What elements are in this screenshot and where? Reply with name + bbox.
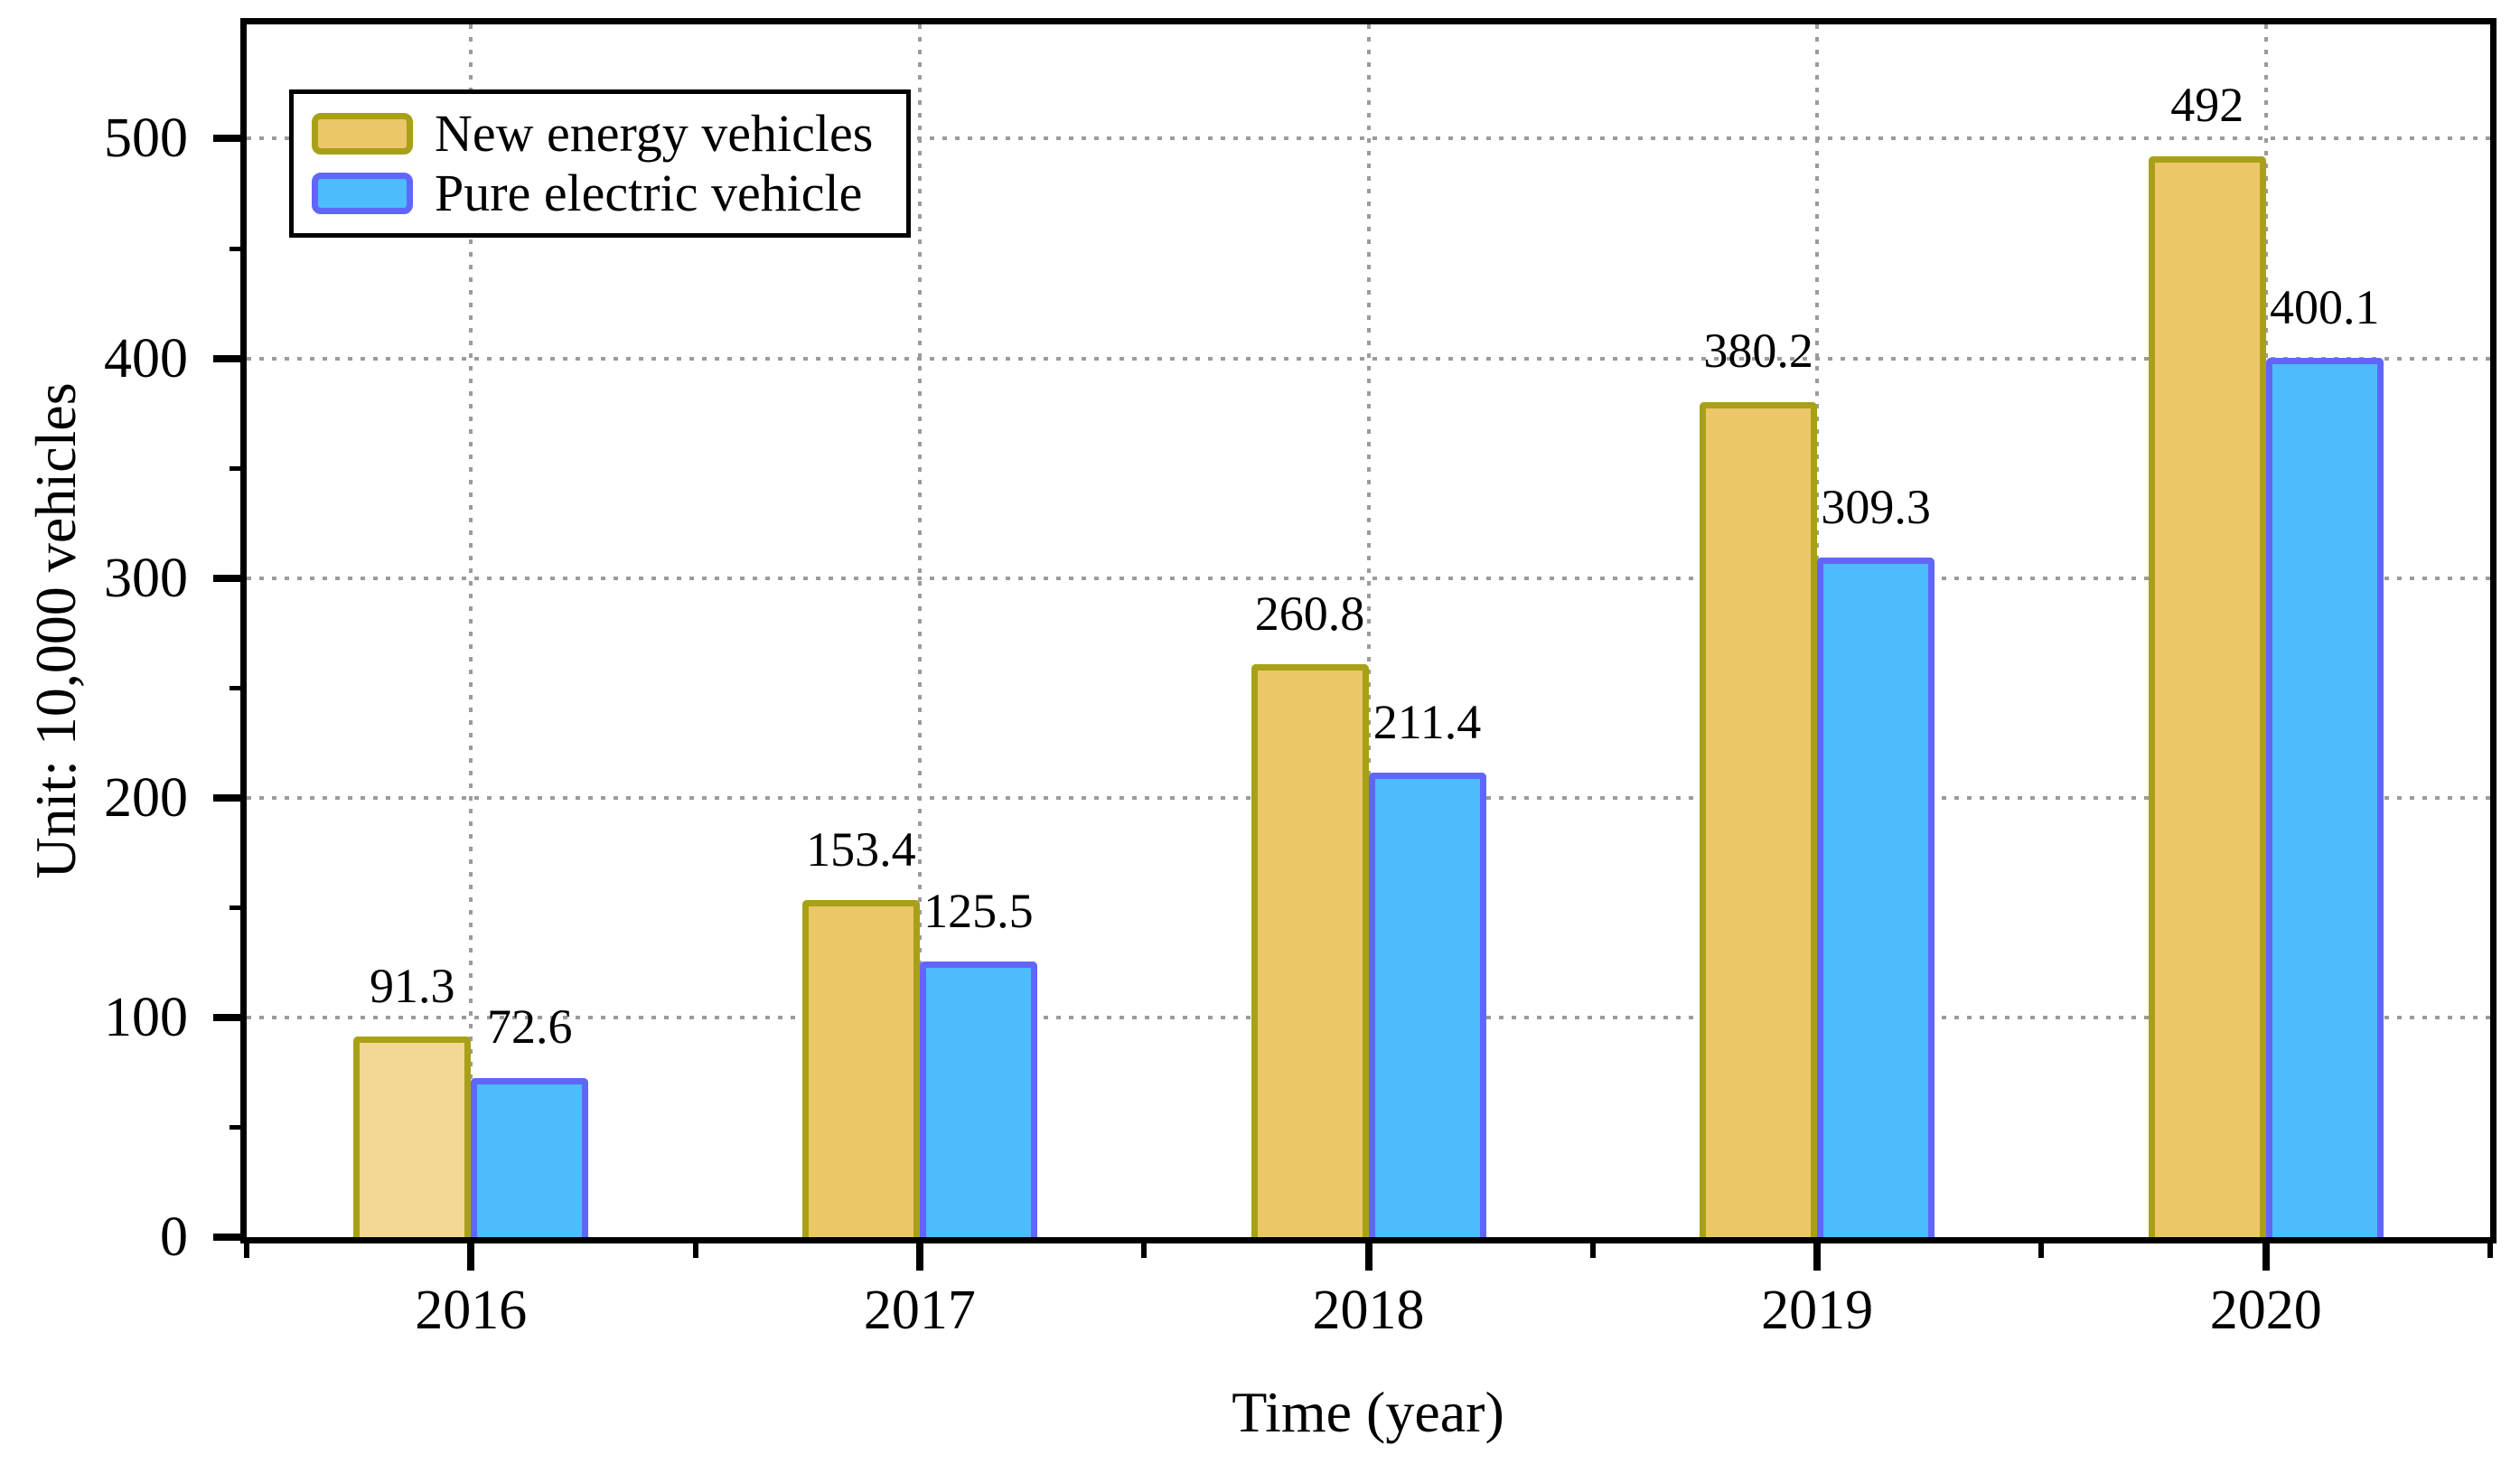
gridline-vertical (469, 24, 473, 1237)
x-axis-minor-tick (244, 1237, 249, 1258)
plot-area: 0 100 200 300 400 500 2016 2017 2018 2019 2020 91.3… (104, 18, 2497, 1338)
bar-new-energy-vehicles (1700, 401, 1818, 1237)
y-axis-tick (213, 354, 247, 362)
bar-new-energy-vehicles (353, 1037, 472, 1237)
legend-label: Pure electric vehicle (435, 164, 863, 223)
x-axis-minor-tick (2038, 1237, 2045, 1258)
x-axis-tick (1364, 1237, 1372, 1271)
bar-new-energy-vehicles (801, 900, 920, 1237)
bar-new-energy-vehicles (2148, 155, 2266, 1237)
y-axis-minor-tick (230, 466, 247, 472)
y-axis-minor-tick (230, 905, 247, 911)
bar-value-label: 153.4 (806, 821, 916, 877)
x-axis-minor-tick (2487, 1237, 2493, 1258)
x-axis-tick (2262, 1237, 2270, 1271)
legend-row: New energy vehicles (312, 103, 888, 163)
y-axis-tick-label: 300 (104, 547, 188, 609)
x-axis-tick (915, 1237, 923, 1271)
y-axis-tick (213, 1234, 247, 1241)
bar-value-label: 91.3 (370, 958, 455, 1013)
bar-value-label: 260.8 (1254, 586, 1365, 641)
x-axis-tick-label: 2017 (863, 1280, 976, 1341)
x-axis-tick-label: 2018 (1312, 1280, 1425, 1341)
x-axis-minor-tick (1589, 1237, 1596, 1258)
bar-value-label: 72.6 (487, 999, 573, 1055)
x-axis-tick (467, 1237, 475, 1271)
bar-pure-electric-vehicle (1368, 773, 1486, 1237)
y-axis-tick (213, 574, 247, 582)
y-axis-tick (213, 793, 247, 802)
y-axis-minor-tick (230, 686, 247, 691)
bar-new-energy-vehicles (1251, 663, 1369, 1237)
y-axis-tick-label: 100 (104, 986, 188, 1048)
x-axis-tick (1813, 1237, 1822, 1271)
y-axis-title: Unit: 10,000 vehicles (23, 382, 88, 879)
y-axis-tick (213, 1013, 247, 1021)
bar-pure-electric-vehicle (471, 1077, 589, 1237)
bar-value-label: 125.5 (923, 883, 1034, 938)
x-axis-tick-label: 2019 (1761, 1280, 1874, 1341)
x-axis-minor-tick (692, 1237, 698, 1258)
bar-value-label: 492 (2170, 78, 2244, 133)
legend-row: Pure electric vehicle (312, 167, 888, 220)
bar-value-label: 380.2 (1703, 324, 1813, 379)
bar-value-label: 309.3 (1821, 479, 1931, 534)
legend-swatch-new-energy (312, 112, 413, 155)
bar-pure-electric-vehicle (919, 961, 1037, 1237)
x-axis-minor-tick (1141, 1237, 1148, 1258)
x-axis-title: Time (year) (1232, 1380, 1504, 1444)
bar-value-label: 400.1 (2269, 279, 2380, 334)
legend: New energy vehicles Pure electric vehicle (289, 89, 911, 238)
y-axis-tick-label: 0 (160, 1206, 188, 1268)
bar-pure-electric-vehicle (2265, 358, 2384, 1237)
y-axis-tick-label: 500 (104, 108, 188, 170)
y-axis-tick (213, 135, 247, 143)
y-axis-tick-label: 200 (104, 766, 188, 829)
x-axis-tick-label: 2020 (2209, 1280, 2322, 1341)
x-axis-tick-label: 2016 (415, 1280, 528, 1341)
gridline-vertical (917, 24, 922, 1237)
bar-value-label: 211.4 (1372, 694, 1482, 749)
y-axis-tick-label: 400 (104, 327, 188, 389)
legend-label: New energy vehicles (435, 103, 874, 163)
gridline-vertical (1366, 24, 1371, 1237)
y-axis-minor-tick (230, 246, 247, 251)
y-axis-minor-tick (230, 1125, 247, 1131)
bar-pure-electric-vehicle (1817, 558, 1935, 1237)
legend-swatch-pure-electric (312, 173, 413, 215)
